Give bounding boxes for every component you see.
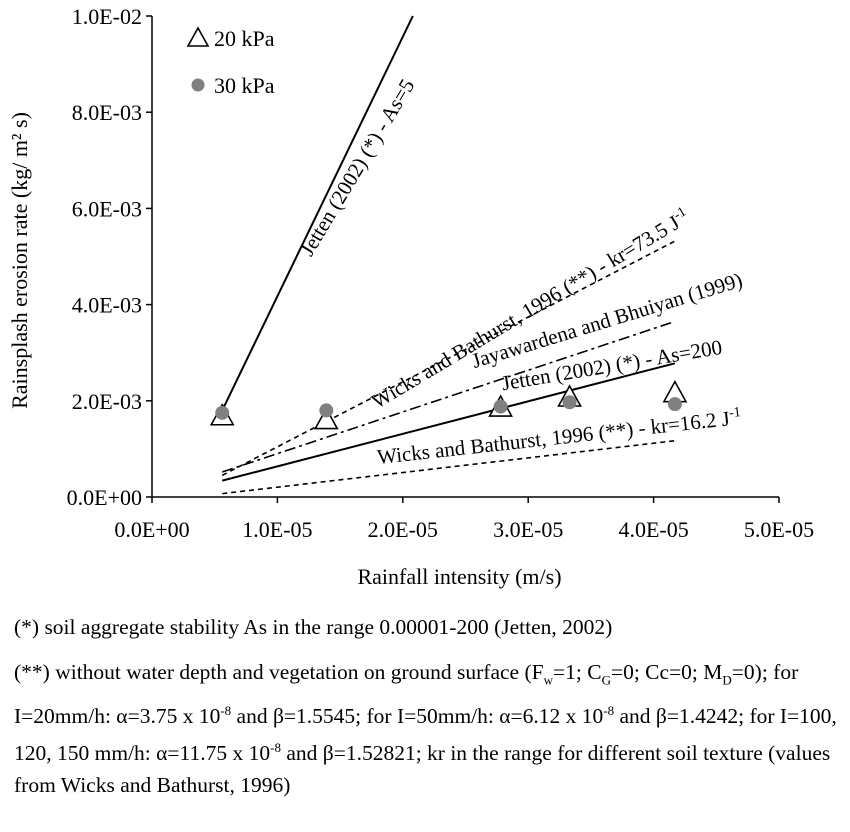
x-axis-title: Rainfall intensity (m/s)	[357, 564, 561, 589]
marker-30kpa-4	[667, 397, 682, 412]
marker-20kpa-1	[313, 406, 339, 430]
model-lines	[221, 15, 676, 495]
footnote-2-part-e: =0); for I=20mm/h: α=3.75 x 10	[14, 660, 799, 729]
x-tick-label: 5.0E-05	[744, 517, 814, 542]
line-jetten-as5	[221, 15, 414, 411]
marker-30kpa-2	[493, 399, 508, 414]
x-tick-label: 2.0E-05	[368, 517, 438, 542]
footnote-2-part-h: and β=1.52821; kr in the range for diffe…	[14, 741, 831, 797]
y-tick-label: 1.0E-02	[72, 4, 142, 29]
x-tick-label: 4.0E-05	[618, 517, 688, 542]
superscript-exp-2: -8	[603, 703, 615, 719]
superscript-exp-1: -8	[220, 703, 232, 719]
y-axis-title: Rainsplash erosion rate (kg/ m² s)	[7, 112, 32, 409]
y-tick-label: 0.0E+00	[67, 485, 142, 510]
legend-triangle-marker	[186, 26, 210, 47]
footnote-2: (**) without water depth and vegetation …	[14, 657, 844, 801]
y-tick-label: 4.0E-03	[72, 293, 142, 318]
footnote-2-part-b: =1; C	[552, 660, 602, 684]
subscript-w: w	[543, 672, 553, 688]
line-wicks-kr16	[222, 439, 676, 495]
marker-30kpa-3	[562, 395, 577, 410]
legend-label-30kpa: 30 kPa	[214, 73, 275, 98]
axes: 0.0E+00 2.0E-03 4.0E-03 6.0E-03 8.0E-03 1.0E-…	[7, 4, 814, 589]
footnote-1: (*) soil aggregate stability As in the r…	[14, 612, 844, 643]
line-jayawardena	[221, 320, 676, 473]
line-jetten-as200	[221, 362, 676, 482]
x-tick-label: 0.0E+00	[114, 517, 189, 542]
data-markers	[209, 380, 688, 430]
x-tick-label: 1.0E-05	[242, 517, 312, 542]
label-wicks-kr16: Wicks and Bathurst, 1996 (**) - kr=16.2 …	[376, 405, 743, 469]
footnotes: (*) soil aggregate stability As in the r…	[14, 612, 844, 815]
footnote-2-part-a: (**) without water depth and vegetation …	[14, 660, 544, 684]
superscript-exp-3: -8	[270, 740, 281, 756]
label-jetten-as5: Jetten (2002) (*) - As=5	[295, 75, 420, 260]
legend-label-20kpa: 20 kPa	[214, 26, 275, 51]
marker-30kpa-0	[215, 405, 230, 420]
subscript-d: D	[722, 672, 732, 688]
footnote-2-part-g: and β=1.4242; for I=100, 120, 150 mm/h: …	[14, 704, 837, 766]
y-tick-label: 6.0E-03	[72, 196, 142, 221]
x-tick-label: 3.0E-05	[493, 517, 563, 542]
subscript-g: G	[601, 672, 611, 688]
y-tick-label: 8.0E-03	[72, 100, 142, 125]
marker-30kpa-1	[319, 403, 334, 418]
y-tick-label: 2.0E-03	[72, 389, 142, 414]
footnote-1-text: (*) soil aggregate stability As in the r…	[14, 615, 613, 639]
legend: 20 kPa 30 kPa	[186, 26, 275, 98]
footnote-2-part-c: =0; Cc=0; M	[610, 660, 723, 684]
line-wicks-kr73	[221, 240, 676, 477]
legend-circle-marker	[191, 78, 205, 92]
footnote-2-part-f: and β=1.5545; for I=50mm/h: α=6.12 x 10	[231, 704, 604, 729]
